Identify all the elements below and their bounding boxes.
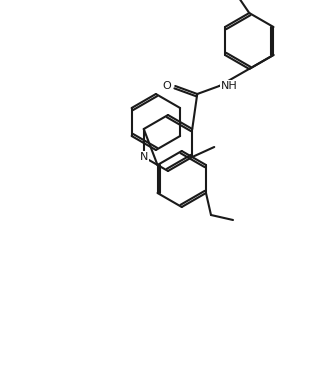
Text: NH: NH <box>221 81 238 91</box>
Text: N: N <box>140 152 148 162</box>
Text: O: O <box>163 81 172 91</box>
